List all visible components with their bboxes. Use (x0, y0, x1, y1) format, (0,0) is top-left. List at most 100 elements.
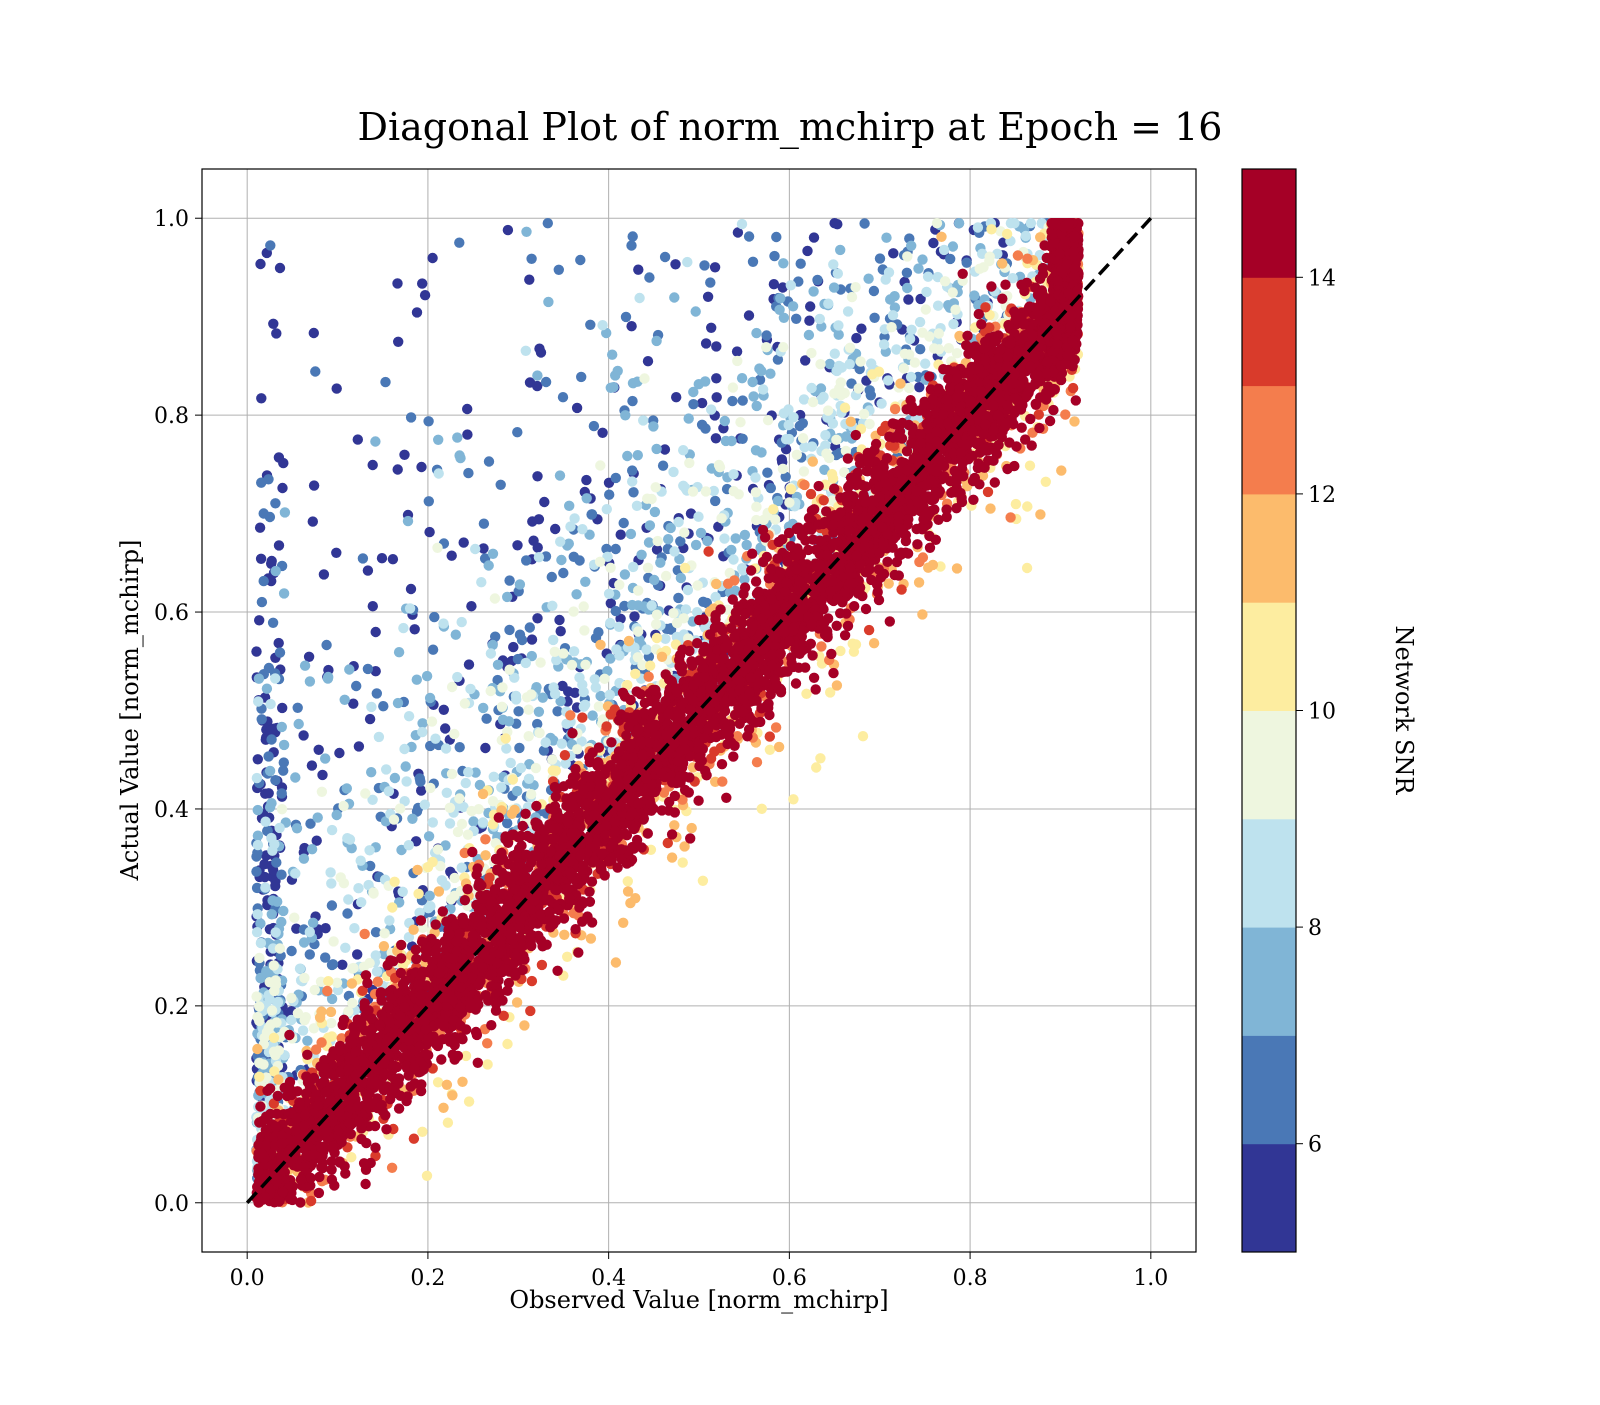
scatter-point (712, 392, 722, 402)
scatter-point (575, 255, 585, 265)
scatter-point (711, 373, 721, 383)
scatter-point (262, 684, 272, 694)
scatter-point (550, 524, 560, 534)
scatter-point (425, 693, 435, 703)
scatter-point (384, 915, 394, 925)
scatter-point (573, 947, 583, 957)
scatter-point (586, 933, 596, 943)
scatter-point (605, 563, 615, 573)
scatter-point (450, 873, 460, 883)
scatter-point (652, 610, 662, 620)
scatter-point (620, 410, 630, 420)
scatter-point (364, 845, 374, 855)
scatter-point (798, 433, 808, 443)
scatter-point (769, 251, 779, 261)
scatter-point (688, 486, 698, 496)
scatter-point (478, 789, 488, 799)
scatter-point (902, 251, 912, 261)
scatter-point (439, 705, 449, 715)
scatter-point (482, 1059, 492, 1069)
scatter-point (488, 549, 498, 559)
scatter-point (534, 344, 544, 354)
scatter-point (806, 383, 816, 393)
scatter-point (633, 450, 643, 460)
scatter-point (443, 1118, 453, 1128)
scatter-point (792, 450, 802, 460)
scatter-point (599, 674, 609, 684)
scatter-point (270, 673, 280, 683)
scatter-point (524, 774, 534, 784)
scatter-point (605, 618, 615, 628)
scatter-point (251, 646, 261, 656)
scatter-point (577, 524, 587, 534)
scatter-point (915, 317, 925, 327)
scatter-point (710, 496, 720, 506)
scatter-point (543, 218, 553, 228)
scatter-point (269, 1033, 279, 1043)
scatter-point (605, 690, 615, 700)
scatter-point (270, 1050, 280, 1060)
scatter-point (253, 696, 263, 706)
scatter-point (398, 623, 408, 633)
scatter-point (346, 1152, 356, 1162)
scatter-point (905, 334, 915, 344)
scatter-point (657, 652, 667, 662)
scatter-point (257, 714, 267, 724)
scatter-point (726, 545, 736, 555)
scatter-point (320, 753, 330, 763)
scatter-point (289, 913, 299, 923)
scatter-point (651, 619, 661, 629)
scatter-point (611, 957, 621, 967)
scatter-point (763, 415, 773, 425)
scatter-point (380, 377, 390, 387)
scatter-point (353, 883, 363, 893)
scatter-point (389, 814, 399, 824)
scatter-point (371, 627, 381, 637)
scatter-point (554, 265, 564, 275)
scatter-point (915, 344, 925, 354)
scatter-point (676, 573, 686, 583)
scatter-point (620, 569, 630, 579)
scatter-point (714, 460, 724, 470)
scatter-point (802, 246, 812, 256)
scatter-point (920, 359, 930, 369)
scatter-point (412, 307, 422, 317)
scatter-point (826, 649, 836, 659)
scatter-point (457, 819, 467, 829)
scatter-point (270, 498, 280, 508)
scatter-point (434, 468, 444, 478)
scatter-point (746, 565, 756, 575)
scatter-point (403, 516, 413, 526)
scatter-point (589, 421, 599, 431)
scatter-point (801, 689, 811, 699)
scatter-point (700, 376, 710, 386)
scatter-point (425, 901, 435, 911)
scatter-point (534, 707, 544, 717)
scatter-point (267, 895, 277, 905)
scatter-point (271, 566, 281, 576)
scatter-point (532, 613, 542, 623)
scatter-point (332, 383, 342, 393)
scatter-point (265, 240, 275, 250)
scatter-point (547, 601, 557, 611)
scatter-point (314, 1188, 324, 1198)
scatter-point (541, 737, 551, 747)
scatter-point (269, 960, 279, 970)
scatter-point (360, 929, 370, 939)
scatter-point (454, 793, 464, 803)
scatter-point (348, 963, 358, 973)
scatter-point (523, 705, 533, 715)
scatter-point (645, 661, 655, 671)
scatter-point (490, 593, 500, 603)
scatter-point (791, 314, 801, 324)
scatter-point (646, 494, 656, 504)
scatter-point (815, 753, 825, 763)
scatter-point (859, 218, 869, 228)
scatter-point (671, 392, 681, 402)
scatter-point (277, 703, 287, 713)
scatter-point (806, 489, 816, 499)
scatter-point (738, 395, 748, 405)
scatter-point (522, 692, 532, 702)
scatter-point (278, 906, 288, 916)
scatter-point (576, 372, 586, 382)
